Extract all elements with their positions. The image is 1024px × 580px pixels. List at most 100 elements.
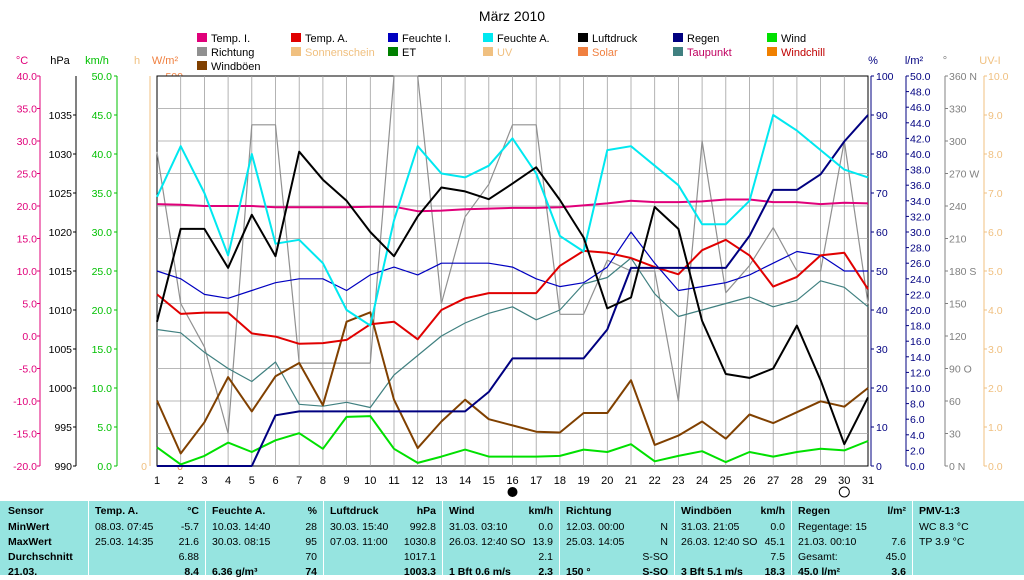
- axis-tick-label-wind: 20.0: [92, 305, 113, 317]
- legend: Temp. I. Temp. A. Feuchte I. Feuchte A. Luft…: [197, 33, 825, 73]
- stats-col-wind: Wind km/h 31.03. 03:10 0.0 26.03. 12:40 SO 13…: [443, 501, 560, 578]
- legend-swatch-feuchte-a: [483, 33, 493, 42]
- stats-cell-value: 95: [305, 536, 317, 548]
- axis-tick-label-wind: 35.0: [92, 188, 113, 200]
- axis-tick-label-rain: 0.0: [910, 461, 925, 473]
- axis-tick-label-rain: 4.0: [910, 430, 925, 442]
- series-lines: [156, 75, 869, 467]
- stats-cell-info: 10.03. 14:40: [212, 521, 271, 533]
- stats-cell-value: 0.0: [770, 521, 785, 533]
- axis-tick-label-temp: 10.0: [17, 266, 38, 278]
- axis-tick-label-humidity: 20: [876, 383, 888, 395]
- stats-table: Sensor MinWert MaxWert Durchschnitt 21.0…: [0, 501, 1024, 578]
- stats-cell-info: 6.36 g/m³: [212, 566, 258, 578]
- legend-swatch-wind: [767, 33, 777, 42]
- x-tick-label: 27: [767, 475, 779, 487]
- stats-cell-info: 45.0 l/m²: [798, 566, 841, 578]
- stats-unit: °C: [187, 505, 199, 517]
- x-tick-label: 5: [249, 475, 255, 487]
- axis-tick-label-rain: 22.0: [910, 289, 931, 301]
- x-tick-label: 17: [530, 475, 542, 487]
- axis-tick-label-pressure: 1000: [49, 383, 73, 395]
- series-line-windb-en: [156, 311, 869, 455]
- x-tick-label: 1: [154, 475, 160, 487]
- x-tick-label: 11: [388, 475, 399, 487]
- stats-cell-value: 45.0: [885, 551, 906, 563]
- stats-cell-value: N: [660, 521, 668, 533]
- stats-unit: hPa: [416, 505, 436, 517]
- legend-swatch-regen: [673, 33, 683, 42]
- stats-cell-value: 74: [305, 566, 317, 578]
- axis-tick-label-rain: 16.0: [910, 336, 931, 348]
- stats-cell-value: TP 3.9 °C: [919, 536, 965, 548]
- stats-label-min: MinWert: [8, 521, 50, 533]
- axis-tick-label-uv: 2.0: [988, 383, 1003, 395]
- axis-tick-label-uv: 4.0: [988, 305, 1003, 317]
- stats-cell-info: 31.03. 21:05: [681, 521, 740, 533]
- legend-label-solar: Solar: [592, 47, 618, 59]
- full-moon-icon: [838, 486, 850, 498]
- axis-label-rain: l/m²: [905, 55, 924, 67]
- stats-cell-value: 3.6: [891, 566, 906, 578]
- axis-tick-label-temp: -5.0: [19, 364, 37, 376]
- axis-tick-label-temp: 0.0: [22, 331, 37, 343]
- stats-cell-info: 30.03. 08:15: [212, 536, 271, 548]
- stats-label-max: MaxWert: [8, 536, 52, 548]
- axis-tick-label-wind: 50.0: [92, 71, 113, 83]
- legend-label-feuchte-i: Feuchte I.: [402, 33, 451, 45]
- stats-unit: l/m²: [887, 505, 906, 517]
- legend-swatch-windb-en: [197, 61, 207, 70]
- stats-cell-value: 70: [305, 551, 317, 563]
- stats-cell-info: 150 °: [566, 566, 591, 578]
- stats-col-richtung: Richtung 12.03. 00:00 N 25.03. 14:05 N S-SO 15…: [560, 501, 675, 578]
- stats-cell-value: WC 8.3 °C: [919, 521, 969, 533]
- stats-cell-info: 12.03. 00:00: [566, 521, 625, 533]
- x-tick-label: 16: [506, 475, 518, 487]
- x-tick-label: 12: [412, 475, 424, 487]
- x-tick-label: 26: [743, 475, 755, 487]
- axis-tick-label-uv: 0.0: [988, 461, 1003, 473]
- axis-tick-label-uv: 3.0: [988, 344, 1003, 356]
- axis-tick-label-pressure: 1020: [49, 227, 73, 239]
- axis-tick-label-temp: 40.0: [17, 71, 38, 83]
- stats-header: Wind: [449, 505, 475, 517]
- axis-tick-label-uv: 9.0: [988, 110, 1003, 122]
- stats-cell-info: 30.03. 15:40: [330, 521, 389, 533]
- axis-tick-label-direction: 0 N: [949, 461, 965, 473]
- axis-tick-label-rain: 46.0: [910, 102, 931, 114]
- axis-tick-label-humidity: 80: [876, 149, 888, 161]
- stats-cell-value: S-SO: [642, 551, 668, 563]
- axis-tick-label-temp: 35.0: [17, 104, 38, 116]
- axis-tick-label-humidity: 90: [876, 110, 888, 122]
- axis-label-direction: °: [943, 55, 947, 67]
- x-tick-label: 10: [364, 475, 376, 487]
- x-axis: 1 2 3 4 5 6 7 8 9 10 11 12 13 14 15 16 17 18 19 20 21 22 23 24 2…: [154, 475, 874, 498]
- x-tick-label: 30: [838, 475, 850, 487]
- axis-tick-label-humidity: 0: [876, 461, 882, 473]
- axis-tick-label-temp: 25.0: [17, 169, 38, 181]
- axis-tick-label-pressure: 1015: [49, 266, 73, 278]
- stats-cell-value: 13.9: [532, 536, 553, 548]
- axis-tick-label-humidity: 30: [876, 344, 888, 356]
- stats-col-pmv: PMV-1:3 WC 8.3 °C TP 3.9 °C: [913, 501, 1024, 575]
- stats-cell-value: 6.88: [178, 551, 199, 563]
- axis-tick-label-humidity: 60: [876, 227, 888, 239]
- stats-cell-info: Regentage: 15: [798, 521, 867, 533]
- legend-label-feuchte-a: Feuchte A.: [497, 33, 550, 45]
- axis-tick-label-uv: 6.0: [988, 227, 1003, 239]
- stats-cell-value: 1017.1: [403, 551, 436, 563]
- axis-tick-label-direction: 90 O: [949, 364, 972, 376]
- x-tick-label: 29: [814, 475, 826, 487]
- series-line-luftdruck: [156, 150, 869, 446]
- legend-label-windb-en: Windböen: [211, 61, 261, 73]
- legend-label-uv: UV: [497, 47, 513, 59]
- weather-chart: März 2010 Temp. I. Temp. A. Feuchte I. Feuc…: [13, 8, 1009, 498]
- axis-tick-label-rain: 18.0: [910, 321, 931, 333]
- axis-tick-label-uv: 10.0: [988, 71, 1009, 83]
- legend-swatch-temp-a: [291, 33, 301, 42]
- stats-cell-value: 2.1: [538, 551, 553, 563]
- stats-cell-info: 25.03. 14:35: [95, 536, 154, 548]
- axis-tick-label-direction: 270 W: [949, 169, 979, 181]
- axis-tick-label-rain: 40.0: [910, 149, 931, 161]
- axis-tick-label-pressure: 1030: [49, 149, 73, 161]
